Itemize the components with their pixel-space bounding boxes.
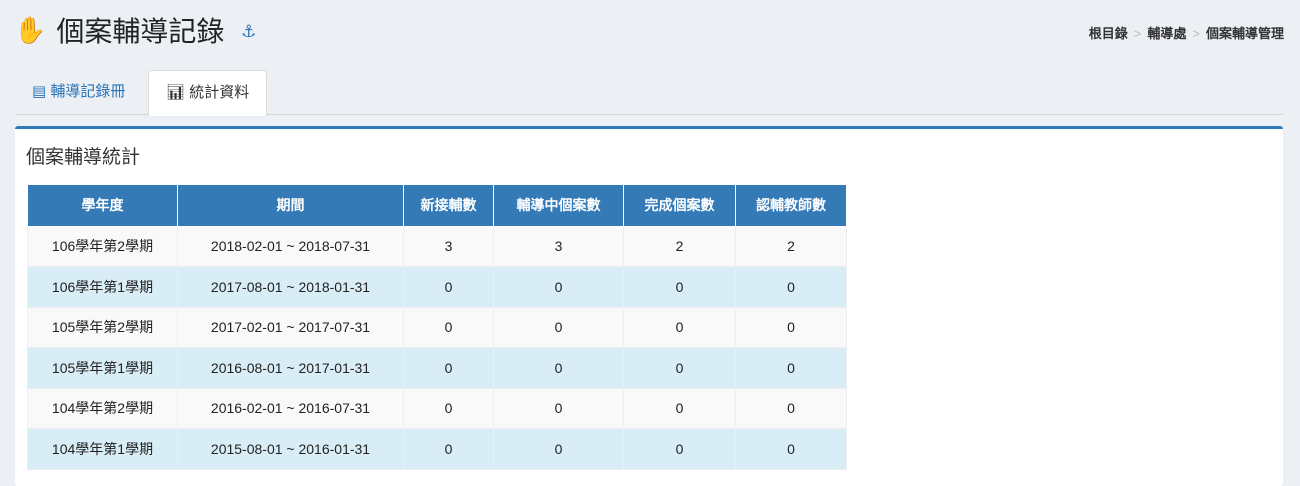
tab-label: 輔導記錄冊: [50, 83, 126, 100]
table-row: 105學年第2學期 2017-02-01 ~ 2017-07-31 0 0 0 0: [27, 306, 847, 348]
table-cell: 2016-02-01 ~ 2016-07-31: [177, 387, 404, 429]
table-cell: 2: [735, 225, 847, 267]
table-row: 105學年第1學期 2016-08-01 ~ 2017-01-31 0 0 0 0: [27, 347, 847, 389]
table-cell: 0: [493, 428, 624, 470]
hand-icon: ✋: [14, 14, 47, 45]
table-cell: 106學年第2學期: [27, 225, 178, 267]
column-header: 認輔教師數: [735, 185, 847, 227]
table-cell: 0: [735, 428, 847, 470]
table-row: 104學年第2學期 2016-02-01 ~ 2016-07-31 0 0 0 0: [27, 387, 847, 429]
column-header: 輔導中個案數: [493, 185, 624, 227]
table-cell: 2: [623, 225, 736, 267]
table-cell: 0: [623, 306, 736, 348]
page-title-text: 個案輔導記錄: [56, 16, 225, 47]
table-cell: 0: [735, 387, 847, 429]
table-cell: 104學年第2學期: [27, 387, 178, 429]
table-cell: 104學年第1學期: [27, 428, 178, 470]
table-cell: 0: [403, 266, 494, 308]
table-cell: 0: [735, 347, 847, 389]
tab-statistics[interactable]: 📊︎ 統計資料: [148, 70, 268, 116]
panel-title: 個案輔導統計: [26, 147, 141, 168]
table-cell: 0: [493, 306, 624, 348]
table-cell: 0: [493, 347, 624, 389]
table-cell: 0: [403, 347, 494, 389]
column-header: 新接輔數: [403, 185, 494, 227]
list-icon: ▤: [32, 83, 51, 100]
table-cell: 2016-08-01 ~ 2017-01-31: [177, 347, 404, 389]
breadcrumb-counseling[interactable]: 輔導處: [1147, 26, 1187, 41]
table-cell: 2018-02-01 ~ 2018-07-31: [177, 225, 404, 267]
table-cell: 2017-02-01 ~ 2017-07-31: [177, 306, 404, 348]
bar-chart-icon: 📊︎: [166, 84, 190, 101]
table-cell: 3: [403, 225, 494, 267]
table-cell: 0: [623, 266, 736, 308]
breadcrumb-separator: >: [1192, 26, 1200, 41]
table-cell: 106學年第1學期: [27, 266, 178, 308]
statistics-table: 學年度 期間 新接輔數 輔導中個案數 完成個案數 認輔教師數 106學年第2學期…: [27, 185, 847, 470]
table-cell: 2017-08-01 ~ 2018-01-31: [177, 266, 404, 308]
table-cell: 0: [403, 387, 494, 429]
table-cell: 0: [623, 387, 736, 429]
statistics-panel: 個案輔導統計 學年度 期間 新接輔數 輔導中個案數 完成個案數 認輔教師數 10…: [15, 126, 1283, 486]
table-row: 106學年第1學期 2017-08-01 ~ 2018-01-31 0 0 0 0: [27, 266, 847, 308]
table-cell: 0: [623, 347, 736, 389]
anchor-icon[interactable]: ⚓: [241, 22, 257, 41]
table-cell: 0: [403, 428, 494, 470]
column-header: 完成個案數: [623, 185, 736, 227]
page-title: ✋ 個案輔導記錄: [14, 10, 224, 50]
tab-records[interactable]: ▤ 輔導記錄冊: [15, 70, 142, 115]
table-cell: 0: [735, 306, 847, 348]
table-cell: 0: [623, 428, 736, 470]
tab-label: 統計資料: [189, 84, 250, 101]
table-cell: 0: [735, 266, 847, 308]
table-cell: 105學年第1學期: [27, 347, 178, 389]
table-row: 106學年第2學期 2018-02-01 ~ 2018-07-31 3 3 2 2: [27, 225, 847, 267]
table-cell: 3: [493, 225, 624, 267]
column-header: 期間: [177, 185, 404, 227]
breadcrumb-separator: >: [1133, 26, 1142, 41]
breadcrumb-root[interactable]: 根目錄: [1088, 26, 1128, 41]
table-cell: 0: [493, 266, 624, 308]
column-header: 學年度: [27, 185, 178, 227]
table-row: 104學年第1學期 2015-08-01 ~ 2016-01-31 0 0 0 0: [27, 428, 847, 470]
table-cell: 0: [493, 387, 624, 429]
breadcrumb: 根目錄 > 輔導處 > 個案輔導管理: [1089, 23, 1284, 42]
table-cell: 2015-08-01 ~ 2016-01-31: [177, 428, 404, 470]
table-cell: 0: [403, 306, 494, 348]
breadcrumb-current: 個案輔導管理: [1205, 26, 1284, 41]
table-cell: 105學年第2學期: [27, 306, 178, 348]
tab-bar: ▤ 輔導記錄冊 📊︎ 統計資料: [15, 70, 1283, 116]
